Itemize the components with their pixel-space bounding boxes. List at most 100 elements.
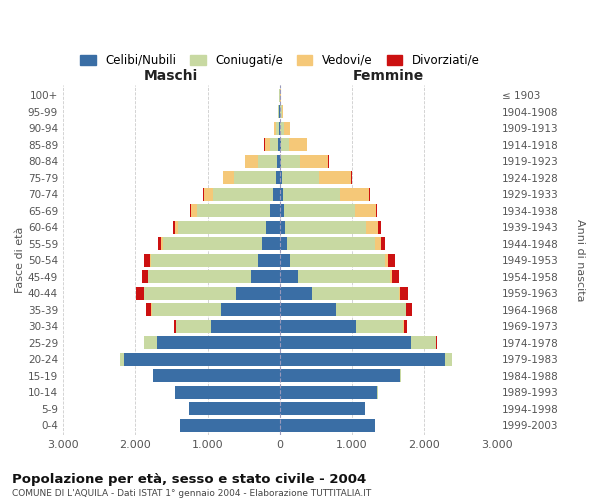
Bar: [280, 336, 412, 349]
Bar: [151, 254, 258, 267]
Y-axis label: Anni di nascita: Anni di nascita: [575, 219, 585, 302]
Bar: [266, 220, 280, 234]
Bar: [211, 320, 280, 333]
Bar: [378, 220, 380, 234]
Bar: [404, 320, 407, 333]
Bar: [245, 154, 259, 168]
Bar: [174, 320, 176, 333]
Bar: [251, 270, 280, 283]
Bar: [281, 154, 300, 168]
Bar: [271, 138, 278, 151]
Bar: [204, 188, 212, 201]
Bar: [280, 254, 290, 267]
Bar: [145, 254, 150, 267]
Bar: [178, 220, 266, 234]
Bar: [271, 204, 280, 218]
Bar: [280, 418, 375, 432]
Bar: [153, 369, 280, 382]
Bar: [388, 254, 395, 267]
Bar: [340, 188, 369, 201]
Bar: [223, 171, 234, 184]
Text: Femmine: Femmine: [353, 69, 424, 83]
Bar: [152, 303, 221, 316]
Bar: [289, 138, 307, 151]
Bar: [280, 188, 283, 201]
Bar: [280, 220, 285, 234]
Bar: [280, 154, 281, 168]
Bar: [190, 204, 191, 218]
Bar: [212, 188, 273, 201]
Bar: [276, 171, 280, 184]
Bar: [280, 270, 298, 283]
Bar: [150, 254, 151, 267]
Bar: [391, 270, 392, 283]
Bar: [190, 402, 280, 415]
Bar: [258, 254, 280, 267]
Bar: [313, 286, 399, 300]
Bar: [300, 154, 328, 168]
Bar: [273, 188, 280, 201]
Bar: [285, 220, 366, 234]
Bar: [275, 122, 279, 135]
Bar: [136, 286, 143, 300]
Bar: [280, 237, 287, 250]
Bar: [259, 154, 277, 168]
Bar: [280, 171, 282, 184]
Bar: [143, 336, 144, 349]
Y-axis label: Fasce di età: Fasce di età: [15, 227, 25, 294]
Legend: Celibi/Nubili, Coniugati/e, Vedovi/e, Divorziati/e: Celibi/Nubili, Coniugati/e, Vedovi/e, Di…: [76, 49, 484, 72]
Bar: [265, 138, 271, 151]
Bar: [175, 220, 178, 234]
Bar: [236, 286, 280, 300]
Bar: [369, 188, 370, 201]
Bar: [280, 386, 377, 399]
Text: Popolazione per età, sesso e stato civile - 2004: Popolazione per età, sesso e stato civil…: [12, 472, 366, 486]
Bar: [234, 171, 276, 184]
Bar: [175, 386, 280, 399]
Bar: [280, 369, 400, 382]
Bar: [278, 105, 279, 118]
Bar: [221, 303, 280, 316]
Bar: [392, 270, 399, 283]
Bar: [274, 122, 275, 135]
Bar: [356, 320, 403, 333]
Bar: [355, 204, 376, 218]
Bar: [262, 237, 280, 250]
Bar: [319, 171, 352, 184]
Bar: [203, 188, 204, 201]
Bar: [385, 254, 388, 267]
Bar: [161, 237, 163, 250]
Bar: [284, 204, 355, 218]
Bar: [197, 204, 271, 218]
Bar: [412, 336, 436, 349]
Bar: [283, 188, 340, 201]
Bar: [280, 204, 284, 218]
Bar: [375, 237, 381, 250]
Bar: [406, 303, 412, 316]
Bar: [277, 154, 280, 168]
Bar: [144, 336, 157, 349]
Text: COMUNE DI L'AQUILA - Dati ISTAT 1° gennaio 2004 - Elaborazione TUTTITALIA.IT: COMUNE DI L'AQUILA - Dati ISTAT 1° genna…: [12, 489, 371, 498]
Bar: [284, 122, 290, 135]
Bar: [336, 303, 406, 316]
Bar: [280, 402, 365, 415]
Bar: [157, 336, 280, 349]
Bar: [191, 204, 197, 218]
Bar: [279, 122, 280, 135]
Bar: [400, 286, 408, 300]
Bar: [445, 352, 452, 366]
Bar: [290, 254, 385, 267]
Bar: [381, 237, 385, 250]
Bar: [281, 138, 289, 151]
Bar: [280, 320, 356, 333]
Bar: [400, 369, 401, 382]
Text: Maschi: Maschi: [144, 69, 199, 83]
Bar: [144, 286, 236, 300]
Bar: [121, 352, 124, 366]
Bar: [366, 220, 378, 234]
Bar: [142, 270, 148, 283]
Bar: [282, 171, 319, 184]
Bar: [280, 138, 281, 151]
Bar: [173, 220, 175, 234]
Bar: [280, 105, 281, 118]
